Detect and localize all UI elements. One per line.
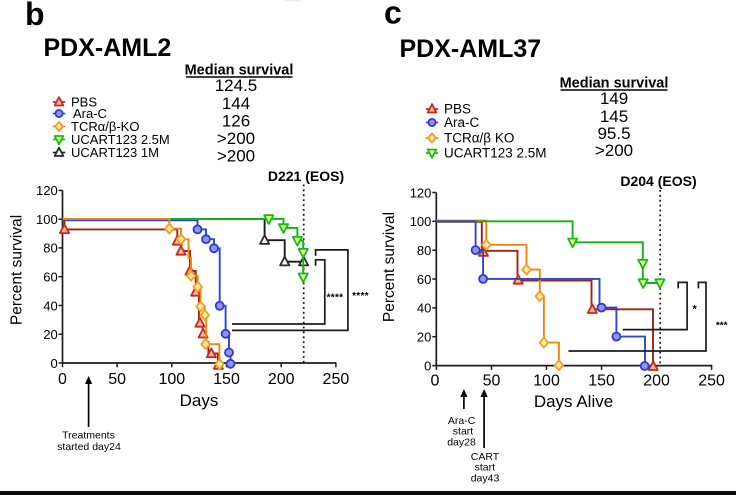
svg-text:*: * (692, 304, 697, 316)
svg-text:Median survival: Median survival (560, 76, 669, 92)
svg-text:40: 40 (417, 301, 431, 316)
svg-text:day43: day43 (471, 473, 500, 485)
svg-text:20: 20 (417, 330, 431, 345)
svg-text:100: 100 (410, 214, 432, 229)
svg-text:c: c (384, 0, 402, 31)
svg-text:>200: >200 (217, 129, 255, 148)
svg-text:60: 60 (43, 270, 57, 285)
svg-text:Percent survival: Percent survival (9, 215, 26, 325)
svg-text:Days: Days (180, 391, 219, 410)
svg-text:126: 126 (222, 112, 250, 131)
svg-text:0: 0 (58, 371, 67, 388)
svg-text:120: 120 (36, 183, 58, 198)
svg-text:50: 50 (108, 371, 126, 388)
svg-text:250: 250 (698, 373, 725, 390)
svg-text:Percent survival: Percent survival (381, 212, 398, 322)
svg-text:124.5: 124.5 (215, 76, 258, 95)
svg-text:Ara-C: Ara-C (448, 415, 476, 427)
svg-text:PBS: PBS (71, 95, 97, 110)
svg-text:250: 250 (323, 371, 350, 388)
svg-text:UCART123 1M: UCART123 1M (71, 145, 159, 160)
svg-text:D204 (EOS): D204 (EOS) (620, 173, 696, 189)
svg-text:day28: day28 (447, 437, 476, 449)
svg-text:60: 60 (417, 272, 431, 287)
svg-text:Ara-C: Ara-C (73, 106, 107, 121)
svg-text:start: start (475, 462, 496, 474)
svg-text:Days Alive: Days Alive (534, 392, 613, 411)
svg-text:100: 100 (533, 373, 560, 390)
svg-text:UCART123 2.5M: UCART123 2.5M (71, 132, 170, 147)
svg-text:0: 0 (431, 373, 440, 390)
svg-text:0: 0 (50, 356, 57, 371)
svg-text:PDX-AML37: PDX-AML37 (400, 35, 542, 63)
svg-text:Median survival: Median survival (185, 63, 294, 79)
svg-text:20: 20 (43, 327, 57, 342)
svg-text:50: 50 (483, 373, 501, 390)
svg-text:start: start (453, 426, 474, 438)
svg-text:100: 100 (158, 371, 185, 388)
svg-text:0: 0 (424, 358, 431, 373)
svg-text:D221 (EOS): D221 (EOS) (268, 168, 344, 184)
svg-text:150: 150 (588, 373, 615, 390)
svg-text:started day24: started day24 (57, 441, 121, 453)
svg-text:120: 120 (410, 185, 432, 200)
svg-text:40: 40 (43, 298, 57, 313)
svg-text:100: 100 (36, 212, 58, 227)
svg-text:CART: CART (471, 451, 500, 463)
svg-text:Treatments: Treatments (62, 430, 115, 442)
svg-text:Ara-C: Ara-C (444, 115, 480, 130)
svg-text:b: b (25, 0, 45, 32)
svg-text:UCART123 2.5M: UCART123 2.5M (444, 146, 547, 161)
svg-text:144: 144 (222, 94, 250, 113)
svg-text:PBS: PBS (444, 102, 471, 117)
svg-text:PDX-AML2: PDX-AML2 (44, 34, 172, 62)
svg-text:TCRα/β KO: TCRα/β KO (444, 131, 514, 146)
svg-text:80: 80 (43, 241, 57, 256)
svg-text:150: 150 (213, 371, 240, 388)
svg-text:95.5: 95.5 (597, 124, 630, 143)
svg-text:200: 200 (268, 371, 295, 388)
svg-text:149: 149 (600, 89, 628, 108)
svg-text:200: 200 (643, 373, 670, 390)
svg-text:****: **** (327, 293, 344, 304)
svg-text:>200: >200 (217, 147, 255, 166)
svg-text:***: *** (716, 321, 728, 332)
svg-text:TCRα/β-KO: TCRα/β-KO (71, 119, 139, 134)
svg-text:****: **** (352, 291, 369, 302)
svg-text:80: 80 (417, 243, 431, 258)
svg-text:145: 145 (600, 107, 628, 126)
svg-text:>200: >200 (595, 141, 633, 160)
